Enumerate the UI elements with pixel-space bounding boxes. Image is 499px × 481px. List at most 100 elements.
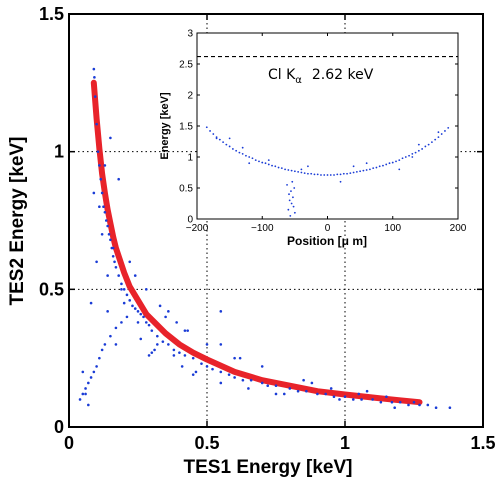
main-point-65 (434, 406, 438, 410)
main-point-9 (103, 210, 107, 214)
main-point-97 (172, 354, 176, 357)
main-point-56 (351, 398, 355, 401)
main-point-90 (117, 177, 120, 181)
main-point-46 (260, 381, 264, 385)
main-point-81 (89, 301, 93, 305)
main-point-13 (109, 238, 112, 242)
inset-point-18 (264, 162, 267, 165)
main-point-93 (136, 321, 140, 324)
main-point-98 (183, 329, 187, 332)
inset-point-38 (329, 174, 332, 176)
main-point-86 (92, 191, 96, 195)
main-point-21 (125, 293, 129, 297)
inset-point-69 (431, 141, 433, 144)
main-point-108 (357, 392, 361, 396)
main-x-tick-label-0: 0 (64, 433, 74, 453)
main-point-28 (144, 321, 148, 324)
main-point-100 (205, 343, 209, 346)
inset-point-65 (417, 149, 420, 152)
inset-point-3 (215, 136, 218, 139)
main-point-63 (418, 403, 421, 407)
inset-y-tick-label-5: 2.5 (179, 60, 193, 71)
inset-x-tick-label-4: 200 (450, 223, 467, 234)
inset-x-axis-label: Position [μ m] (287, 234, 367, 248)
main-point-10 (104, 219, 108, 222)
main-point-76 (103, 343, 107, 346)
inset-point-73 (444, 130, 446, 132)
inset-point-44 (349, 172, 352, 175)
inset-x-tick-label-2: 0 (325, 223, 331, 234)
main-scatter-points (78, 67, 452, 410)
inset-point-51 (372, 167, 375, 170)
inset-point-86 (293, 187, 296, 189)
inset-point-30 (303, 172, 306, 175)
inset-x-tick-label-3: 100 (384, 223, 401, 234)
main-point-96 (164, 315, 167, 319)
inset-point-43 (346, 172, 348, 175)
inset-axis-ticks: −200 −100 0 100 200 0 0.5 1 1.5 2 2.5 3 (179, 29, 467, 235)
main-point-55 (343, 395, 347, 399)
inset-point-72 (440, 133, 443, 135)
main-point-102 (233, 356, 236, 360)
inset-point-85 (288, 193, 290, 196)
main-x-tick-label-3: 1.5 (470, 433, 495, 453)
inset-point-40 (336, 173, 339, 176)
main-point-5 (98, 164, 101, 167)
inset-point-61 (404, 156, 407, 158)
inset-y-tick-label-2: 1 (187, 153, 193, 164)
main-point-67 (78, 398, 82, 401)
inset-point-74 (447, 126, 450, 129)
main-point-22 (128, 299, 132, 302)
main-point-59 (379, 400, 383, 404)
main-point-101 (219, 381, 223, 385)
inset-point-39 (333, 174, 335, 176)
main-point-12 (107, 232, 111, 236)
main-point-70 (87, 381, 90, 385)
main-point-58 (371, 398, 374, 401)
inset-point-99 (352, 165, 355, 168)
inset-point-87 (228, 137, 231, 140)
main-point-99 (194, 370, 198, 374)
main-point-26 (139, 312, 143, 316)
main-point-8 (102, 205, 105, 209)
main-point-34 (172, 348, 176, 352)
inset-point-20 (271, 164, 273, 167)
main-point-119 (365, 389, 369, 393)
main-point-77 (109, 334, 112, 338)
main-point-36 (183, 354, 187, 357)
inset-point-46 (355, 170, 358, 173)
main-point-92 (128, 260, 132, 264)
main-point-130 (81, 370, 85, 374)
inset-annotation-element: Cl K (268, 67, 296, 83)
inset-point-50 (369, 168, 371, 171)
inset-point-17 (261, 161, 264, 164)
main-point-72 (92, 370, 96, 374)
main-y-axis-label: TES2 Energy [keV] (7, 137, 28, 306)
inset-point-28 (297, 170, 300, 173)
main-point-24 (133, 307, 137, 310)
main-y-tick-label-2: 1 (54, 142, 64, 162)
inset-point-42 (342, 172, 345, 175)
inset-point-70 (434, 138, 437, 141)
main-point-103 (247, 387, 250, 390)
main-point-44 (241, 378, 245, 382)
inset-point-81 (286, 184, 288, 186)
inset-point-77 (290, 190, 292, 193)
main-point-53 (324, 392, 327, 396)
main-point-11 (106, 224, 109, 228)
inset-point-88 (248, 162, 251, 165)
inset-point-13 (248, 156, 251, 158)
main-point-7 (100, 191, 104, 195)
main-x-tick-label-2: 1 (340, 433, 350, 453)
main-point-123 (120, 288, 123, 291)
main-point-39 (205, 365, 209, 368)
inset-point-98 (300, 168, 303, 171)
main-point-89 (109, 136, 112, 140)
inset-point-67 (424, 145, 427, 148)
main-point-1 (93, 76, 96, 79)
main-point-60 (390, 400, 394, 404)
main-point-94 (144, 288, 148, 291)
main-point-104 (260, 365, 264, 368)
main-point-47 (266, 384, 270, 388)
inset-point-84 (290, 202, 293, 205)
